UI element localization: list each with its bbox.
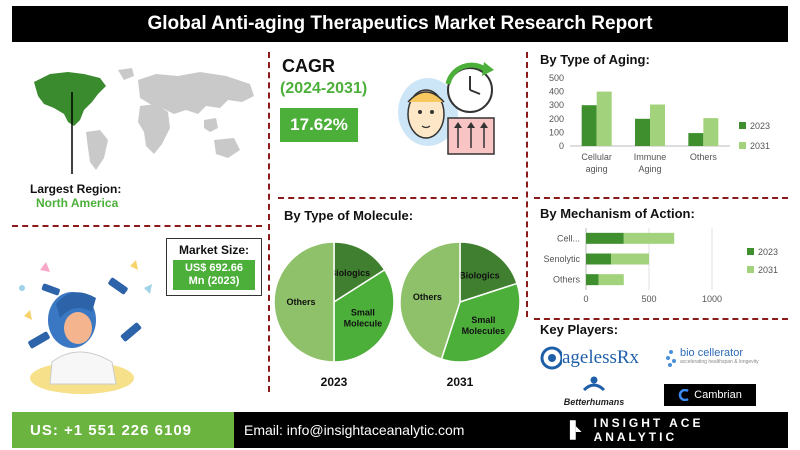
pie-slice [440,282,521,363]
mech-bar [586,274,599,286]
pie-slice-label: Molecule [344,318,383,328]
market-size-box: Market Size: US$ 692.66 Mn (2023) [166,238,262,296]
aging-bar [581,105,597,146]
aging-y-tick: 300 [549,100,564,110]
pie-slice [399,241,461,361]
aging-title: By Type of Aging: [540,52,650,67]
mech-bar [586,232,624,244]
aging-bar-chart: 0 100 200 300 400 500 Cellular aging Immune Aging… [549,73,770,174]
mech-y-tick: Senolytic [543,254,580,264]
mech-legend-swatch [747,248,754,255]
biocellerator-logo: bio cellerator accelerating healthspan &… [664,344,788,372]
insightace-logo-icon [569,420,582,440]
footer-email[interactable]: Email: info@insightaceanalytic.com [234,412,560,448]
cambrian-mark-icon [678,389,689,401]
divider-left [268,52,270,392]
aging-bar [635,118,650,146]
aging-bar [688,133,704,146]
divider-right-h-2 [534,318,788,320]
aging-bar [596,91,612,146]
footer-phone[interactable]: US: +1 551 226 6109 [12,412,234,448]
mech-legend-label: 2023 [758,247,778,257]
pie-slice [273,241,335,363]
mech-x-tick: 0 [583,294,588,304]
mech-bar [586,253,612,265]
divider-left-h [12,225,262,227]
pie-year-label: 2023 [321,375,348,389]
cambrian-logo: Cambrian [664,384,756,406]
aging-y-tick: 100 [549,127,564,137]
betterhumans-logo: Betterhumans [544,376,644,408]
molecule-pie-charts: BiologicsSmallMoleculeOthers2023Biologic… [273,241,521,389]
pie-slice-label: Biologics [330,268,371,278]
market-size-value-line1: US$ 692.66 [184,262,244,274]
mechanism-bar-chart: 0 500 1000 Cell... Senolytic Others 2023 2031 [543,228,778,304]
world-map-other-regions [86,68,254,170]
betterhumans-mark-icon [582,376,606,392]
agelessrx-logo: agelessRx [540,344,650,372]
aging-y-tick: 200 [549,114,564,124]
pie-slice-label: Biologics [459,270,500,280]
aging-x-tick: Aging [638,164,661,174]
cagr-label: CAGR [282,56,335,76]
largest-region-value: North America [36,196,119,210]
mech-bar [611,253,649,265]
pie-slice-label: Molecules [462,326,506,336]
aging-legend-label: 2023 [750,121,770,131]
mech-x-tick: 500 [641,294,656,304]
face-clock-icon [398,62,495,155]
mech-bar [598,274,624,286]
north-america-region [34,72,106,126]
footer-brand: INSIGHT ACE ANALYTIC [560,412,788,448]
key-players-title: Key Players: [540,322,619,337]
pie-slice [459,241,519,304]
aging-x-tick: Cellular [581,152,612,162]
aging-y-tick: 400 [549,87,564,97]
agelessrx-mark-icon [540,346,562,370]
mech-legend-swatch [747,266,754,273]
market-size-value-line2: Mn (2023) [188,275,240,287]
pie-year-label: 2031 [447,375,474,389]
aging-legend-swatch [739,142,746,149]
mech-bar [623,232,675,244]
world-map [34,68,254,174]
aging-x-tick: Others [690,152,718,162]
aging-y-tick: 500 [549,73,564,83]
pie-slice-label: Small [351,307,375,317]
molecule-title: By Type of Molecule: [284,208,414,223]
aging-legend-swatch [739,122,746,129]
largest-region-label: Largest Region: [30,182,122,196]
pie-slice-label: Small [471,315,495,325]
cagr-value: 17.62% [280,108,358,142]
biocellerator-mark-icon [666,350,676,367]
aging-x-tick: aging [586,164,608,174]
mech-legend-label: 2031 [758,265,778,275]
pie-slice [333,241,386,304]
divider-right-h-1 [534,197,788,199]
market-size-value: US$ 692.66 Mn (2023) [173,260,255,290]
mech-y-tick: Others [553,275,581,285]
pie-slice-label: Others [413,292,442,302]
divider-right [526,52,528,317]
aging-legend-label: 2031 [750,141,770,151]
pie-slice-label: Others [286,297,315,307]
mechanism-title: By Mechanism of Action: [540,206,695,221]
mech-y-tick: Cell... [557,233,580,243]
aging-bar [650,104,665,146]
woman-illustration [19,260,152,394]
aging-y-tick: 0 [559,141,564,151]
market-size-label: Market Size: [178,243,250,257]
aging-x-tick: Immune [634,152,667,162]
page-title: Global Anti-aging Therapeutics Market Re… [12,6,788,42]
pie-slice [333,268,395,363]
aging-bar [703,118,719,146]
mech-x-tick: 1000 [702,294,722,304]
divider-center-h [278,197,518,199]
cagr-period: (2024-2031) [280,80,368,97]
